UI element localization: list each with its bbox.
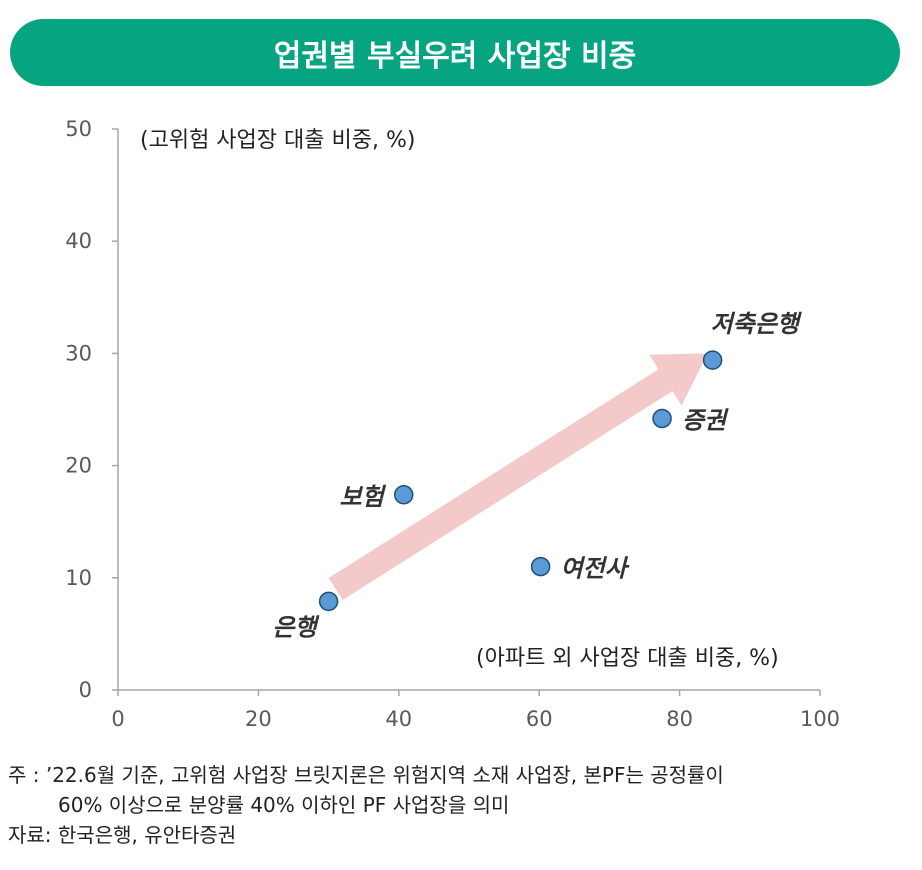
data-point [652, 408, 672, 429]
y-tick-label: 0 [79, 678, 92, 702]
source-line: 자료: 한국은행, 유안타증권 [8, 823, 237, 847]
data-point [318, 591, 339, 612]
footnotes: 주 : ’22.6월 기준, 고위험 사업장 브릿지론은 위험지역 소재 사업장… [8, 760, 920, 850]
y-tick-label: 40 [65, 229, 92, 253]
footnote-line-1: 주 : ’22.6월 기준, 고위험 사업장 브릿지론은 위험지역 소재 사업장… [8, 763, 724, 787]
footnote-line-2: 60% 이상으로 분양률 40% 이하인 PF 사업장을 의미 [58, 793, 510, 817]
chart-title: 업권별 부실우려 사업장 비중 [273, 38, 637, 74]
data-point [702, 350, 723, 370]
trend-arrow-shape [328, 353, 708, 600]
axes: 0 10 20 30 40 50 0 20 40 60 80 100 [65, 117, 840, 731]
y-tick-label: 50 [65, 117, 92, 141]
x-tick-label: 0 [111, 707, 124, 731]
title-banner: 업권별 부실우려 사업장 비중 [10, 19, 900, 86]
label-securities: 증권 [682, 406, 729, 434]
data-points [318, 350, 723, 612]
label-savings-bank: 저축은행 [711, 310, 802, 338]
y-axis-title: (고위험 사업장 대출 비중, %) [140, 128, 416, 153]
data-point [530, 556, 551, 577]
label-bank: 은행 [272, 613, 319, 641]
x-tick-label: 80 [666, 707, 693, 731]
y-tick-label: 30 [65, 341, 92, 365]
label-insurance: 보험 [340, 483, 387, 511]
x-tick-label: 60 [526, 707, 553, 731]
y-tick-label: 10 [65, 566, 92, 590]
y-tick-label: 20 [65, 454, 92, 478]
x-tick-label: 40 [385, 707, 412, 731]
x-axis-title: (아파트 외 사업장 대출 비중, %) [476, 646, 779, 671]
x-tick-label: 100 [800, 707, 840, 731]
data-point [393, 485, 414, 505]
trend-arrow [328, 353, 708, 600]
x-tick-label: 20 [245, 707, 272, 731]
label-credit-finance: 여전사 [561, 555, 630, 583]
